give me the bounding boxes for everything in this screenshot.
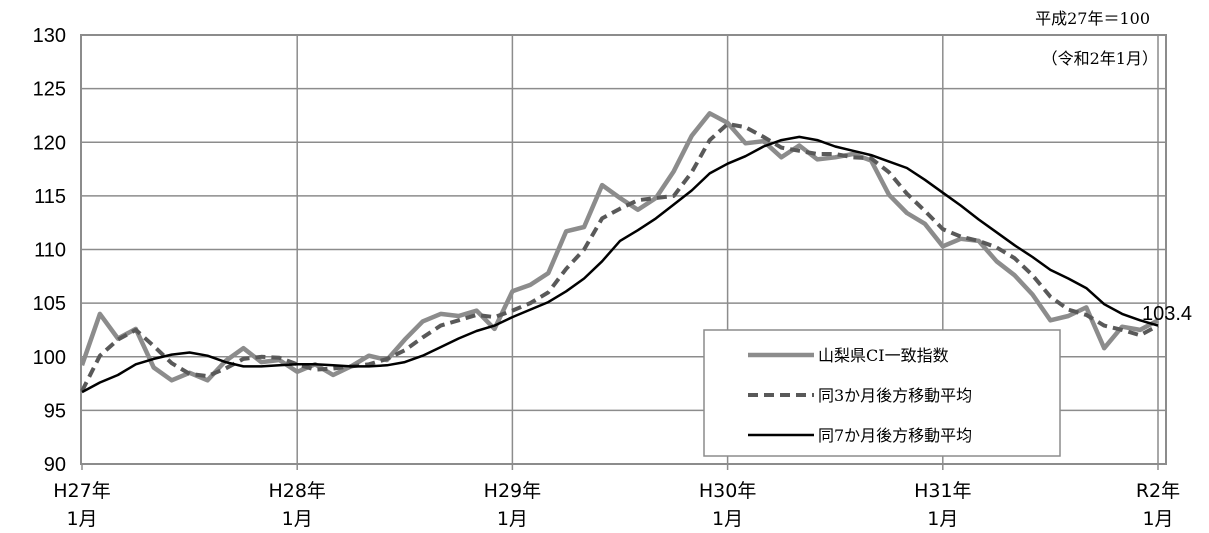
series-lines [79, 111, 1160, 394]
x-tick-label-month: 1月 [927, 508, 958, 530]
vertical-gridlines [296, 35, 1159, 464]
x-tick-label-month: 1月 [712, 508, 743, 530]
x-tick-label-month: 1月 [66, 508, 97, 530]
y-axis-ticks: 90 95 100 105 110 115 120 125 130 [33, 25, 66, 476]
y-tick-label: 120 [33, 132, 66, 154]
x-tick-label-year: H28年 [268, 480, 325, 502]
x-tick-label-month: 1月 [282, 508, 313, 530]
y-tick-label: 125 [33, 79, 66, 101]
legend-label-7m: 同7か月後方移動平均 [818, 426, 972, 445]
y-tick-label: 95 [44, 400, 66, 422]
x-tick-label-year: H31年 [914, 480, 971, 502]
y-tick-label: 130 [33, 25, 66, 47]
series-line-3m-average [80, 122, 1159, 393]
x-tick-label-year: H27年 [53, 480, 110, 502]
y-tick-label: 105 [33, 293, 66, 315]
legend: 山梨県CI一致指数 同3か月後方移動平均 同7か月後方移動平均 [703, 329, 1061, 457]
x-tick-label-year: R2年 [1136, 480, 1180, 502]
unit-note: 平成27年＝100 [1035, 9, 1150, 28]
x-tick-label-year: H30年 [699, 480, 756, 502]
y-tick-label: 110 [34, 240, 66, 262]
x-tick-label-month: 1月 [497, 508, 528, 530]
y-tick-label: 90 [44, 454, 66, 476]
x-tick-label-year: H29年 [484, 480, 541, 502]
last-value-label: 103.4 [1142, 303, 1192, 325]
x-axis-ticks: H27年 1月 H28年 1月 H29年 1月 H30年 1月 H31年 1月 R2年 1月 [53, 464, 1180, 530]
y-tick-label: 115 [34, 186, 66, 208]
x-tick-label-month: 1月 [1142, 508, 1173, 530]
series-line-7m-average [81, 135, 1159, 394]
legend-label-ci: 山梨県CI一致指数 [818, 346, 949, 365]
y-tick-label: 100 [33, 347, 66, 369]
series-line-ci [79, 111, 1160, 383]
legend-label-3m: 同3か月後方移動平均 [818, 386, 972, 405]
date-note: （令和2年1月） [1042, 49, 1158, 68]
